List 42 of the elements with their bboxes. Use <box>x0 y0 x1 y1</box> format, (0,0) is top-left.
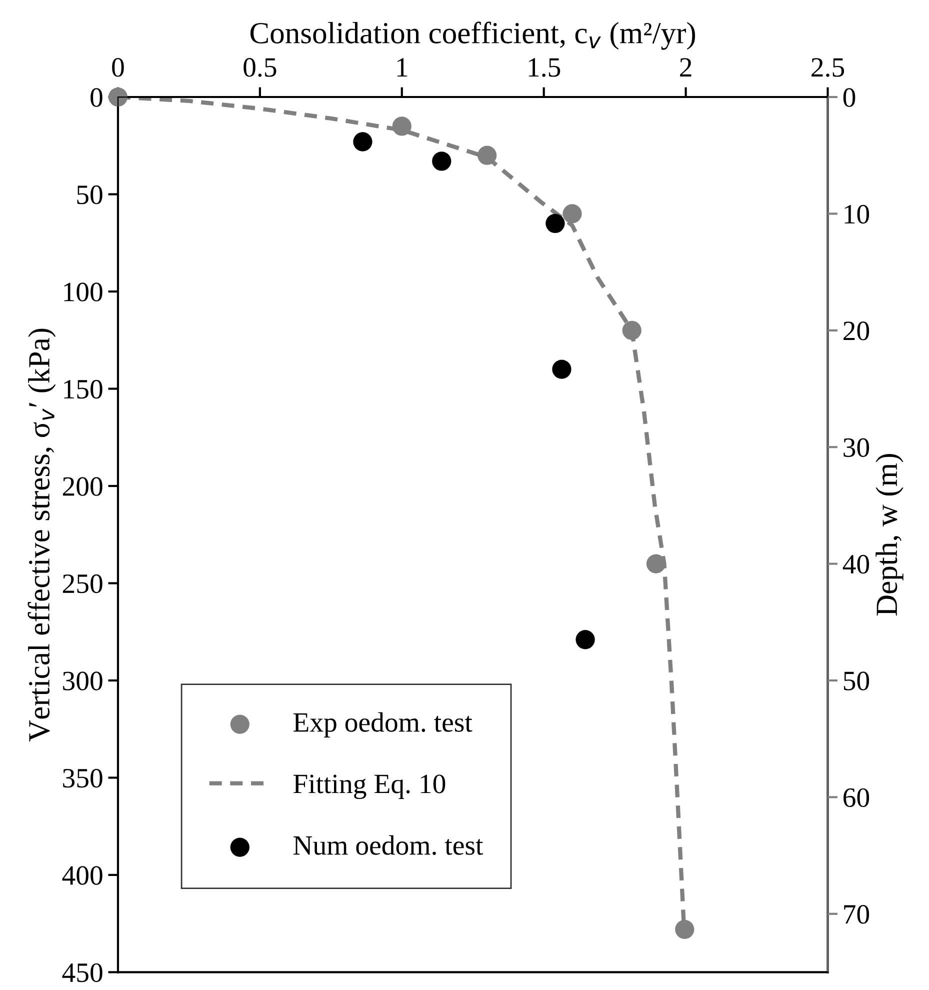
y2-tick-label: 20 <box>844 322 870 340</box>
point <box>546 214 565 234</box>
point <box>562 204 582 224</box>
y-tick-label: 300 <box>63 672 102 690</box>
point <box>622 320 642 340</box>
x-axis-title: Consolidation coefficient, c$_{v}$ (m²/yr) <box>250 22 696 50</box>
y-tick-label: 350 <box>63 768 102 788</box>
legend-label: Num oedom. test <box>293 835 484 855</box>
y2-tick-label: 40 <box>842 554 870 574</box>
y2-axis-title: Depth, w (m) <box>876 454 904 616</box>
y2-tick-label: 0 <box>843 88 856 107</box>
point <box>353 132 372 152</box>
point <box>392 116 412 136</box>
point <box>432 152 452 171</box>
y2-tick-label: 10 <box>844 204 870 224</box>
x-tick-label: 2.5 <box>812 58 844 77</box>
y-tick-label: 200 <box>62 477 102 496</box>
legend-label: Fitting Eq. 10 <box>293 774 446 800</box>
x-tick-label: 0.5 <box>244 58 276 77</box>
y2-tick-label: 70 <box>844 905 870 924</box>
point <box>552 360 572 379</box>
y2-tick-label: 30 <box>844 438 870 457</box>
legend-label: Exp oedom. test <box>293 712 472 738</box>
point <box>108 87 128 107</box>
y-tick-label: 400 <box>62 866 102 885</box>
y-tick-label: 0 <box>90 88 102 107</box>
point <box>646 554 666 574</box>
point <box>675 920 694 939</box>
x-tick-label: 2 <box>680 58 692 77</box>
point <box>576 630 595 650</box>
y-tick-label: 150 <box>64 380 102 399</box>
y-tick-label: 100 <box>64 282 102 302</box>
x-tick-label: 0 <box>112 58 124 77</box>
y-axis-title: Vertical effective stress, σ$_{v}$′ (kPa) <box>28 328 56 742</box>
y2-tick-label: 60 <box>844 788 870 808</box>
point <box>477 146 497 165</box>
y-tick-label: 50 <box>77 185 102 204</box>
y2-tick-label: 50 <box>844 672 870 690</box>
x-tick-label: 1 <box>397 58 408 77</box>
y-tick-label: 450 <box>62 963 102 982</box>
x-tick-label: 1.5 <box>528 58 560 77</box>
y-tick-label: 250 <box>62 574 102 594</box>
